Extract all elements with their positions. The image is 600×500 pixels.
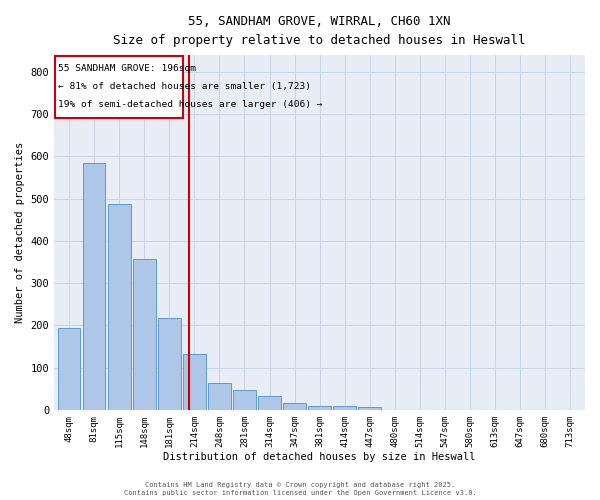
Bar [183,354,206,410]
Text: ← 81% of detached houses are smaller (1,723): ← 81% of detached houses are smaller (1,… [58,82,311,90]
Bar [258,396,281,410]
Bar [308,406,331,410]
Title: 55, SANDHAM GROVE, WIRRAL, CH60 1XN
Size of property relative to detached houses: 55, SANDHAM GROVE, WIRRAL, CH60 1XN Size… [113,15,526,47]
X-axis label: Distribution of detached houses by size in Heswall: Distribution of detached houses by size … [163,452,476,462]
Text: 19% of semi-detached houses are larger (406) →: 19% of semi-detached houses are larger (… [58,100,323,109]
Bar [283,404,306,410]
Bar [358,408,381,410]
Bar [208,383,230,410]
Bar [108,204,131,410]
Bar [58,328,80,410]
Bar [233,390,256,410]
FancyBboxPatch shape [55,56,183,118]
Bar [83,163,106,410]
Text: Contains public sector information licensed under the Open Government Licence v3: Contains public sector information licen… [124,490,476,496]
Text: 55 SANDHAM GROVE: 196sqm: 55 SANDHAM GROVE: 196sqm [58,64,196,72]
Y-axis label: Number of detached properties: Number of detached properties [15,142,25,323]
Bar [133,259,155,410]
Text: Contains HM Land Registry data © Crown copyright and database right 2025.: Contains HM Land Registry data © Crown c… [145,482,455,488]
Bar [158,318,181,410]
Bar [334,406,356,410]
